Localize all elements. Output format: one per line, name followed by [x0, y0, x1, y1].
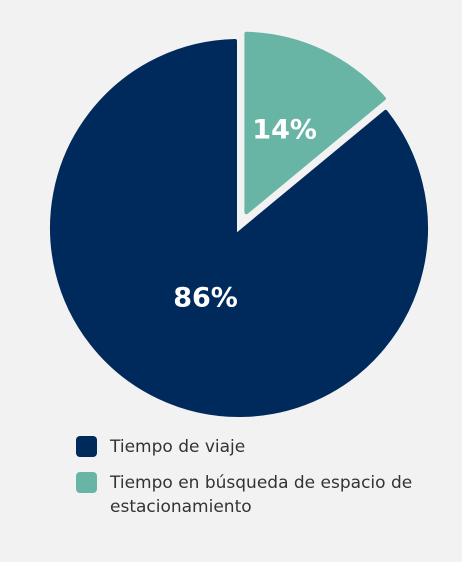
pie-slices	[50, 31, 428, 417]
pie-slice-travel-time	[50, 39, 428, 417]
data-label-parking-search: 14%	[252, 115, 317, 146]
data-label-travel-time: 86%	[173, 283, 238, 314]
legend-swatch-parking-search	[76, 472, 97, 493]
legend-swatch-travel-time	[76, 436, 97, 457]
pie-slice-parking-search	[244, 31, 386, 215]
legend-label-travel-time: Tiempo de viaje	[110, 437, 246, 457]
legend-item-travel-time: Tiempo de viaje	[76, 436, 448, 459]
legend-label-parking-search: Tiempo en búsqueda de espacio de estacio…	[110, 473, 413, 517]
pie-data-labels: 14% 86%	[173, 115, 317, 314]
legend-item-parking-search: Tiempo en búsqueda de espacio de estacio…	[76, 472, 448, 519]
legend: Tiempo de viaje Tiempo en búsqueda de es…	[76, 436, 448, 532]
pie-chart: 14% 86%	[50, 31, 428, 417]
